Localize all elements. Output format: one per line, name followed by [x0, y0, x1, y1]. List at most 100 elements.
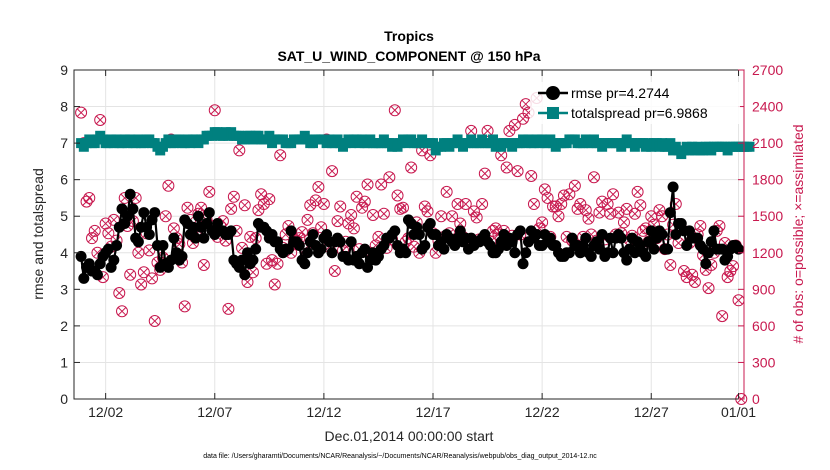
obs-assimilated-cross — [447, 212, 457, 221]
totalspread-point — [488, 134, 499, 145]
y-axis-label-right: # of obs: o=possible; ×=assimilated — [790, 124, 806, 343]
obs-possible-circle — [481, 124, 494, 137]
obs-count-marker — [563, 188, 576, 201]
y-right-tick-label: 2100 — [752, 135, 783, 151]
obs-count-marker — [263, 193, 276, 206]
obs-possible-circle — [208, 104, 221, 117]
y-left-tick-label: 8 — [60, 99, 68, 115]
obs-count-marker — [356, 201, 369, 214]
obs-count-marker — [124, 268, 137, 281]
obs-count-marker — [375, 178, 388, 191]
obs-possible-circle — [222, 302, 235, 315]
rmse-point — [75, 250, 87, 262]
obs-count-marker — [617, 216, 630, 229]
obs-assimilated-cross — [442, 187, 451, 197]
obs-possible-circle — [102, 227, 115, 240]
obs-count-marker — [328, 265, 341, 278]
obs-assimilated-cross — [497, 151, 506, 160]
obs-possible-circle — [80, 195, 93, 208]
obs-count-marker — [694, 219, 707, 232]
obs-possible-circle — [315, 221, 328, 234]
obs-assimilated-cross — [704, 283, 713, 293]
obs-count-marker — [75, 106, 88, 119]
rmse-point — [580, 232, 592, 244]
obs-possible-circle — [356, 201, 369, 214]
obs-possible-circle — [525, 170, 538, 183]
y-left-tick-label: 9 — [60, 62, 68, 78]
obs-count-marker — [227, 190, 240, 203]
rmse-point — [664, 207, 676, 219]
obs-possible-circle — [587, 171, 600, 184]
obs-count-marker — [181, 201, 194, 214]
obs-possible-circle — [244, 230, 257, 243]
obs-count-marker — [377, 207, 390, 220]
obs-count-marker — [255, 188, 268, 201]
obs-assimilated-cross — [357, 203, 367, 212]
obs-count-marker — [178, 300, 191, 313]
obs-count-marker — [331, 215, 344, 228]
obs-possible-circle — [686, 268, 699, 281]
totalspread-point — [428, 138, 439, 149]
legend-rmse-label: rmse pr=4.2744 — [571, 85, 670, 101]
totalspread-point — [665, 138, 676, 149]
obs-assimilated-cross — [589, 173, 599, 182]
obs-count-marker — [686, 268, 699, 281]
obs-assimilated-cross — [472, 213, 481, 222]
obs-count-marker — [587, 171, 600, 184]
rmse-point — [596, 229, 608, 240]
obs-possible-circle — [358, 195, 371, 208]
obs-assimilated-cross — [529, 199, 539, 209]
obs-count-marker — [301, 213, 314, 226]
obs-assimilated-cross — [368, 210, 378, 220]
obs-assimilated-cross — [527, 171, 536, 181]
obs-assimilated-cross — [104, 229, 113, 238]
obs-count-marker — [440, 185, 453, 198]
rmse-point — [127, 203, 139, 215]
rmse-point — [389, 225, 401, 237]
rmse-point — [198, 232, 210, 244]
rmse-point — [124, 188, 136, 200]
obs-assimilated-cross — [145, 246, 154, 255]
rmse-point — [299, 258, 311, 270]
obs-possible-circle — [383, 171, 396, 184]
obs-possible-circle — [604, 207, 617, 220]
obs-possible-circle — [148, 315, 161, 328]
obs-assimilated-cross — [87, 234, 97, 243]
obs-assimilated-cross — [423, 207, 432, 216]
legend-totalspread-marker — [547, 107, 559, 119]
obs-assimilated-cross — [393, 191, 402, 200]
obs-count-marker — [208, 104, 221, 117]
rmse-point — [102, 243, 114, 255]
obs-possible-circle — [312, 180, 325, 193]
obs-possible-circle — [596, 195, 609, 208]
obs-possible-circle — [178, 300, 191, 313]
obs-assimilated-cross — [630, 209, 640, 218]
obs-possible-circle — [86, 232, 99, 245]
obs-possible-circle — [511, 165, 524, 178]
obs-possible-circle — [563, 188, 576, 201]
rmse-point — [285, 225, 297, 237]
obs-assimilated-cross — [164, 181, 173, 190]
obs-possible-circle — [421, 205, 434, 218]
obs-possible-circle — [568, 179, 581, 192]
rmse-point — [307, 229, 319, 240]
obs-assimilated-cross — [622, 204, 631, 214]
rmse-point — [662, 243, 674, 255]
obs-possible-circle — [233, 144, 246, 157]
obs-assimilated-cross — [477, 199, 487, 209]
rmse-point — [293, 239, 305, 251]
rmse-point — [190, 232, 202, 244]
obs-count-marker — [702, 282, 715, 295]
obs-count-marker — [222, 302, 235, 315]
obs-possible-circle — [326, 165, 339, 178]
obs-count-marker — [664, 258, 677, 271]
obs-assimilated-cross — [483, 126, 492, 136]
obs-possible-circle — [203, 185, 216, 198]
obs-possible-circle — [716, 310, 729, 323]
obs-assimilated-cross — [136, 280, 146, 289]
obs-assimilated-cross — [666, 260, 675, 270]
obs-count-marker — [312, 180, 325, 193]
obs-assimilated-cross — [210, 106, 219, 115]
obs-possible-circle — [478, 167, 491, 180]
obs-possible-circle — [377, 207, 390, 220]
